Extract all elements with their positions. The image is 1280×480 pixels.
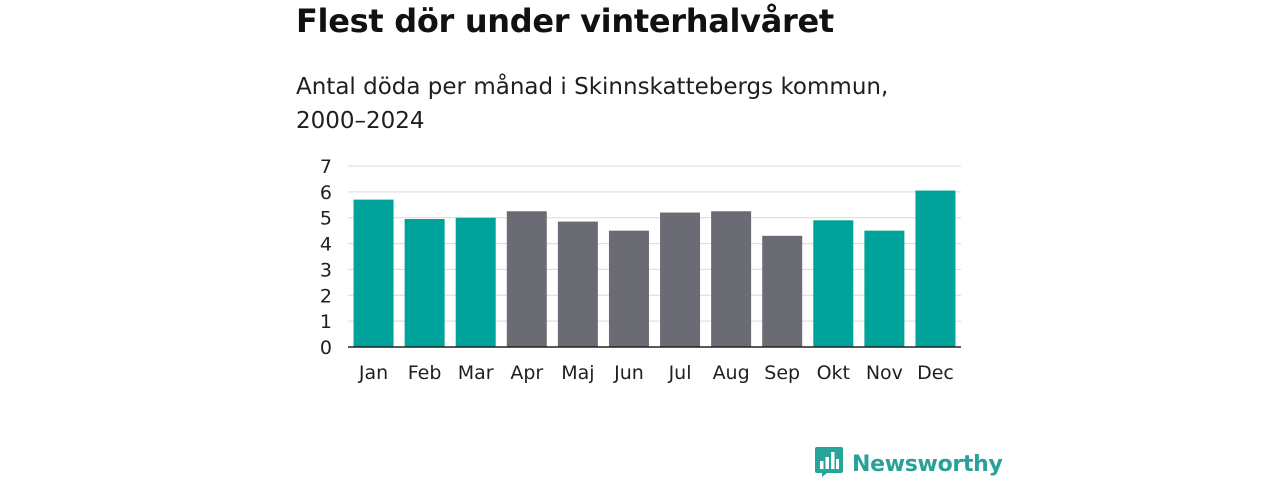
bar-chart-bubble-icon bbox=[814, 446, 844, 480]
x-tick-label: Jan bbox=[358, 362, 388, 384]
x-tick-label: Okt bbox=[817, 362, 850, 384]
y-axis-ticks: 0 1 2 3 4 5 6 7 bbox=[320, 156, 332, 359]
y-tick-label: 3 bbox=[320, 259, 332, 281]
x-tick-label: Maj bbox=[561, 362, 594, 384]
x-tick-label: Feb bbox=[408, 362, 442, 384]
bar-nov bbox=[864, 230, 905, 347]
x-tick-label: Dec bbox=[917, 362, 954, 384]
y-tick-label: 0 bbox=[320, 337, 332, 359]
bar-sep bbox=[762, 235, 803, 347]
brand-name: Newsworthy bbox=[852, 451, 1003, 477]
bars bbox=[353, 190, 956, 347]
y-tick-label: 6 bbox=[320, 182, 332, 204]
x-tick-label: Aug bbox=[713, 362, 750, 384]
x-axis-ticks: Jan Feb Mar Apr Maj Jun Jul Aug Sep Okt Nov Dec bbox=[358, 362, 954, 384]
chart-title: Flest dör under vinterhalvåret bbox=[296, 2, 834, 40]
y-tick-label: 7 bbox=[320, 156, 332, 178]
x-tick-label: Sep bbox=[764, 362, 800, 384]
bar-chart: 0 1 2 3 4 5 6 7 Jan Feb Mar Apr Maj Jun Jul Aug Sep Okt N… bbox=[320, 156, 961, 384]
bar-jul bbox=[660, 212, 701, 347]
bar-apr bbox=[506, 211, 547, 347]
chart-subtitle: Antal döda per månad i Skinnskattebergs … bbox=[296, 74, 889, 134]
bar-dec bbox=[915, 190, 956, 347]
x-tick-label: Mar bbox=[458, 362, 494, 384]
x-tick-label: Nov bbox=[866, 362, 903, 384]
y-tick-label: 4 bbox=[320, 234, 332, 256]
bar-okt bbox=[813, 220, 854, 347]
bar-maj bbox=[557, 221, 598, 347]
y-tick-label: 1 bbox=[320, 311, 332, 333]
bar-mar bbox=[455, 217, 496, 347]
x-tick-label: Jun bbox=[613, 362, 644, 384]
y-tick-label: 2 bbox=[320, 285, 332, 307]
x-tick-label: Apr bbox=[510, 362, 543, 384]
x-tick-label: Jul bbox=[668, 362, 692, 384]
bar-jun bbox=[608, 230, 649, 347]
gridlines bbox=[348, 165, 961, 322]
bar-aug bbox=[711, 211, 752, 347]
bar-feb bbox=[404, 219, 445, 347]
y-tick-label: 5 bbox=[320, 208, 332, 230]
brand-logo: Newsworthy bbox=[814, 446, 1003, 480]
bar-jan bbox=[353, 199, 394, 347]
